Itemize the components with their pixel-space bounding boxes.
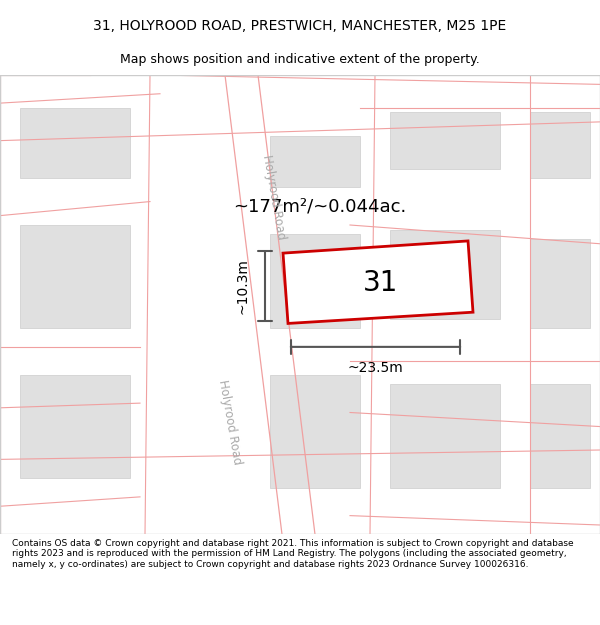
Bar bbox=[530, 112, 590, 178]
Text: 31: 31 bbox=[363, 269, 398, 297]
Text: Map shows position and indicative extent of the property.: Map shows position and indicative extent… bbox=[120, 52, 480, 66]
Text: Holyrood Road: Holyrood Road bbox=[260, 153, 288, 241]
Bar bbox=[390, 112, 500, 169]
Bar bbox=[530, 239, 590, 328]
Bar bbox=[20, 375, 130, 478]
Text: ~23.5m: ~23.5m bbox=[347, 361, 403, 375]
Bar bbox=[20, 225, 130, 328]
Text: Contains OS data © Crown copyright and database right 2021. This information is : Contains OS data © Crown copyright and d… bbox=[12, 539, 574, 569]
Bar bbox=[390, 229, 500, 319]
Bar bbox=[270, 234, 360, 328]
Bar bbox=[270, 375, 360, 488]
Polygon shape bbox=[283, 241, 473, 324]
Bar bbox=[390, 384, 500, 488]
Text: ~177m²/~0.044ac.: ~177m²/~0.044ac. bbox=[233, 198, 407, 216]
Text: ~10.3m: ~10.3m bbox=[236, 258, 250, 314]
Text: Holyrood Road: Holyrood Road bbox=[216, 378, 244, 466]
Text: 31, HOLYROOD ROAD, PRESTWICH, MANCHESTER, M25 1PE: 31, HOLYROOD ROAD, PRESTWICH, MANCHESTER… bbox=[94, 19, 506, 32]
Bar bbox=[20, 107, 130, 178]
Bar bbox=[530, 384, 590, 488]
Bar bbox=[270, 136, 360, 188]
